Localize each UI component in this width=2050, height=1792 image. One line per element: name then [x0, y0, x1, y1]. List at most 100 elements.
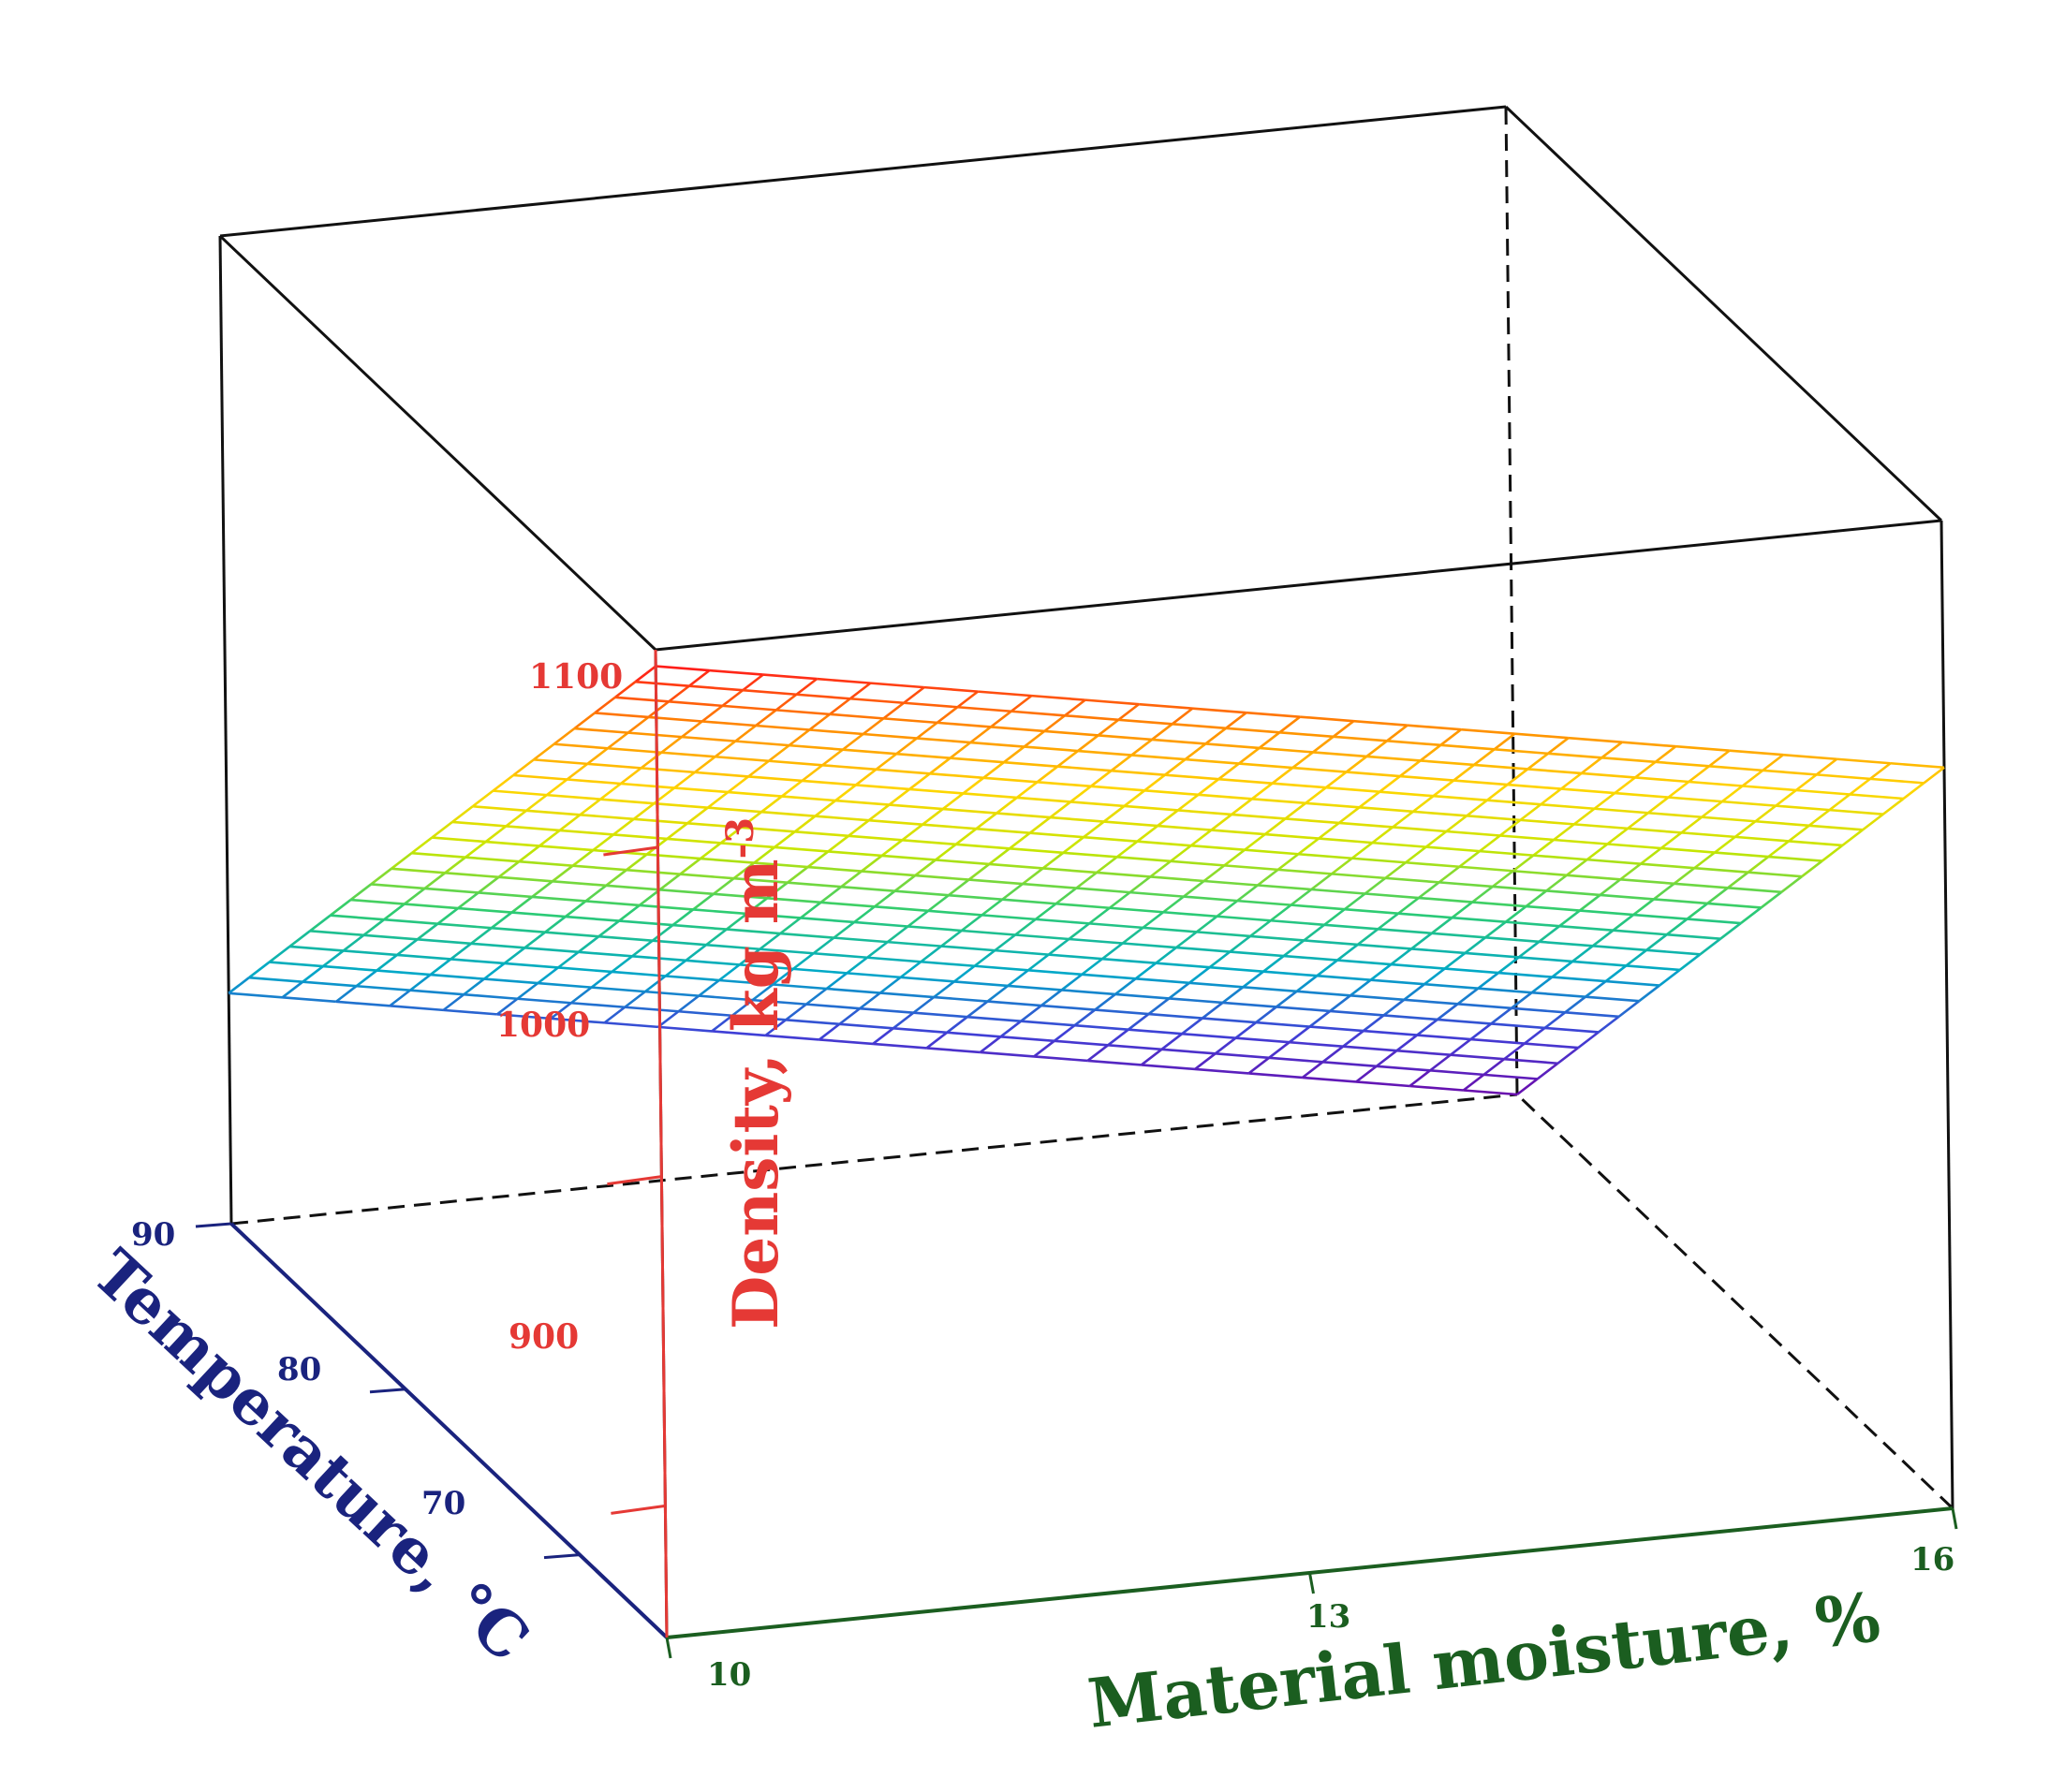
- density-tick-label-1100: 1100: [529, 657, 623, 697]
- mesh-line-moisture: [1310, 873, 1333, 891]
- mesh-line-temperature: [881, 854, 937, 861]
- mesh-line-temperature: [934, 995, 988, 1003]
- mesh-line-moisture: [1526, 752, 1549, 771]
- mesh-line-temperature: [639, 903, 694, 911]
- mesh-line-moisture: [1321, 1045, 1344, 1064]
- mesh-line-temperature: [1202, 1017, 1257, 1024]
- mesh-line-moisture: [1090, 770, 1113, 787]
- mesh-line-moisture: [626, 853, 648, 872]
- mesh-line-temperature: [1386, 740, 1441, 747]
- mesh-line-moisture: [688, 669, 711, 687]
- mesh-line-temperature: [1238, 762, 1293, 770]
- mesh-line-temperature: [1070, 801, 1125, 808]
- density-axis-title-superscript: -3: [718, 817, 762, 859]
- mesh-line-temperature: [746, 912, 801, 919]
- mesh-line-temperature: [458, 906, 512, 914]
- mesh-line-moisture: [1301, 1061, 1324, 1080]
- mesh-line-temperature: [1330, 1009, 1384, 1017]
- mesh-line-temperature: [614, 696, 670, 703]
- mesh-line-moisture: [492, 773, 514, 792]
- mesh-line-temperature: [572, 864, 627, 872]
- mesh-line-temperature: [517, 997, 571, 1005]
- mesh-line-moisture: [1503, 1042, 1526, 1061]
- mesh-line-temperature: [1218, 777, 1273, 785]
- mesh-line-temperature: [1531, 991, 1586, 999]
- mesh-line-moisture: [510, 895, 533, 914]
- mesh-line-moisture: [1221, 986, 1245, 1004]
- mesh-line-moisture: [814, 800, 836, 817]
- temperature-axis-line: [229, 1222, 669, 1639]
- mesh-line-moisture: [1128, 1013, 1150, 1031]
- mesh-line-moisture: [1462, 1073, 1485, 1092]
- mesh-line-moisture: [966, 1000, 989, 1019]
- mesh-line-moisture: [1536, 1062, 1559, 1080]
- mesh-line-moisture: [685, 944, 707, 962]
- mesh-line-temperature: [1139, 702, 1193, 710]
- mesh-line-temperature: [1869, 777, 1925, 785]
- axes-lines: [195, 649, 1958, 1659]
- mesh-line-moisture: [1121, 926, 1144, 945]
- mesh-line-moisture: [874, 889, 896, 908]
- mesh-line-temperature: [735, 740, 789, 747]
- mesh-line-temperature: [1450, 1053, 1505, 1061]
- moisture-axis-title: Material moisture, %: [1084, 1577, 1884, 1743]
- mesh-line-moisture: [821, 748, 844, 767]
- mesh-line-temperature: [800, 917, 855, 924]
- mesh-line-temperature: [1776, 804, 1830, 812]
- mesh-line-temperature: [404, 903, 459, 910]
- mesh-line-temperature: [1224, 864, 1278, 872]
- mesh-line-temperature: [1836, 757, 1891, 765]
- mesh-line-moisture: [866, 941, 889, 959]
- mesh-line-moisture: [1667, 780, 1690, 799]
- mesh-line-moisture: [1580, 756, 1603, 775]
- mesh-line-moisture: [1775, 788, 1797, 807]
- mesh-line-moisture: [1585, 980, 1607, 998]
- mesh-line-moisture: [922, 808, 944, 826]
- mesh-line-moisture: [1010, 695, 1033, 712]
- mesh-line-moisture: [833, 920, 855, 939]
- mesh-line-moisture: [484, 825, 508, 844]
- mesh-line-moisture: [1369, 963, 1393, 981]
- mesh-line-moisture: [450, 942, 472, 961]
- mesh-line-temperature: [1483, 1073, 1538, 1080]
- mesh-line-moisture: [1110, 754, 1133, 772]
- mesh-line-moisture: [1453, 763, 1475, 782]
- mesh-line-temperature: [1311, 888, 1365, 895]
- mesh-line-moisture: [1364, 876, 1387, 895]
- mesh-line-temperature: [1621, 741, 1676, 748]
- mesh-line-temperature: [839, 1022, 893, 1030]
- mesh-line-moisture: [1289, 1025, 1311, 1044]
- mesh-line-moisture: [594, 696, 616, 714]
- mesh-line-moisture: [1189, 829, 1213, 847]
- mesh-line-moisture: [1164, 758, 1187, 776]
- mesh-line-temperature: [1459, 865, 1513, 873]
- mesh-line-moisture: [912, 995, 936, 1014]
- mesh-line-temperature: [390, 1005, 444, 1012]
- mesh-line-temperature: [1497, 971, 1553, 978]
- mesh-line-moisture: [1593, 792, 1616, 810]
- mesh-line-temperature: [1111, 769, 1166, 776]
- mesh-line-temperature: [1272, 782, 1326, 789]
- mesh-line-temperature: [1040, 1004, 1096, 1011]
- mesh-line-moisture: [1102, 804, 1126, 823]
- mesh-line-temperature: [860, 1006, 914, 1014]
- mesh-line-moisture: [742, 673, 764, 692]
- mesh-line-temperature: [1742, 785, 1797, 792]
- mesh-line-moisture: [1337, 806, 1361, 825]
- mesh-line-moisture: [1041, 851, 1065, 870]
- mesh-line-moisture: [1923, 766, 1945, 785]
- mesh-line-moisture: [1109, 891, 1131, 909]
- mesh-line-moisture: [875, 753, 898, 771]
- mesh-line-temperature: [1024, 745, 1079, 753]
- mesh-line-moisture: [1238, 746, 1261, 765]
- mesh-line-temperature: [1027, 968, 1083, 977]
- mesh-line-moisture: [1614, 776, 1636, 795]
- mesh-line-temperature: [1035, 918, 1090, 925]
- mesh-line-moisture: [960, 914, 983, 933]
- mesh-line-moisture: [1236, 884, 1259, 903]
- mesh-line-temperature: [1465, 951, 1519, 959]
- mesh-line-moisture: [1284, 801, 1306, 820]
- mesh-line-moisture: [907, 909, 929, 928]
- mesh-line-moisture: [725, 912, 748, 931]
- mesh-line-moisture: [1331, 857, 1353, 875]
